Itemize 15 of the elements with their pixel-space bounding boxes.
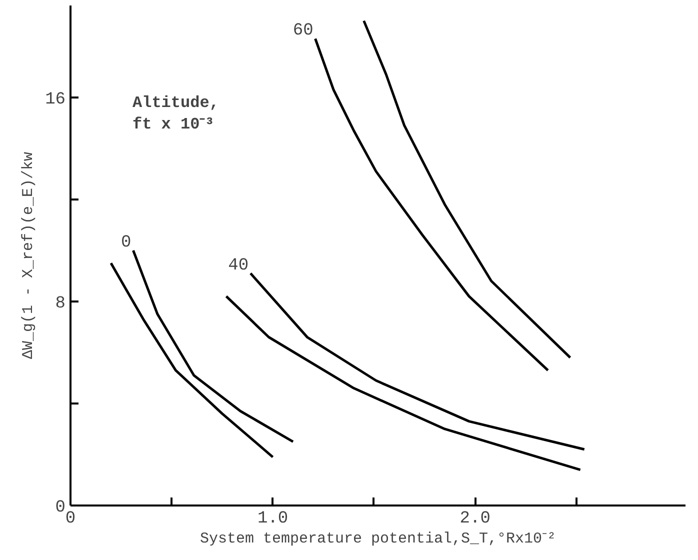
y-axis-title: ΔW_g(1 - X_ref)(e_E)/kw — [20, 152, 38, 360]
line-series — [225, 295, 582, 472]
line-series — [132, 249, 294, 443]
y-tick-label: 8 — [55, 294, 66, 314]
x-axis-title: System temperature potential,S_T,°Rx10⁻² — [200, 530, 556, 548]
line-series — [249, 272, 586, 451]
x-tick-label: 2.0 — [460, 510, 490, 528]
line-series — [314, 37, 550, 372]
y-tick-label: 16 — [45, 90, 66, 110]
series-label: 40 — [228, 256, 249, 276]
series-label: 0 — [121, 233, 132, 252]
x-tick-label: 1.0 — [258, 510, 288, 528]
line-series — [362, 20, 572, 359]
series-label: 60 — [292, 22, 314, 41]
annotation: Altitude, ft x 10⁻³ — [132, 94, 219, 134]
